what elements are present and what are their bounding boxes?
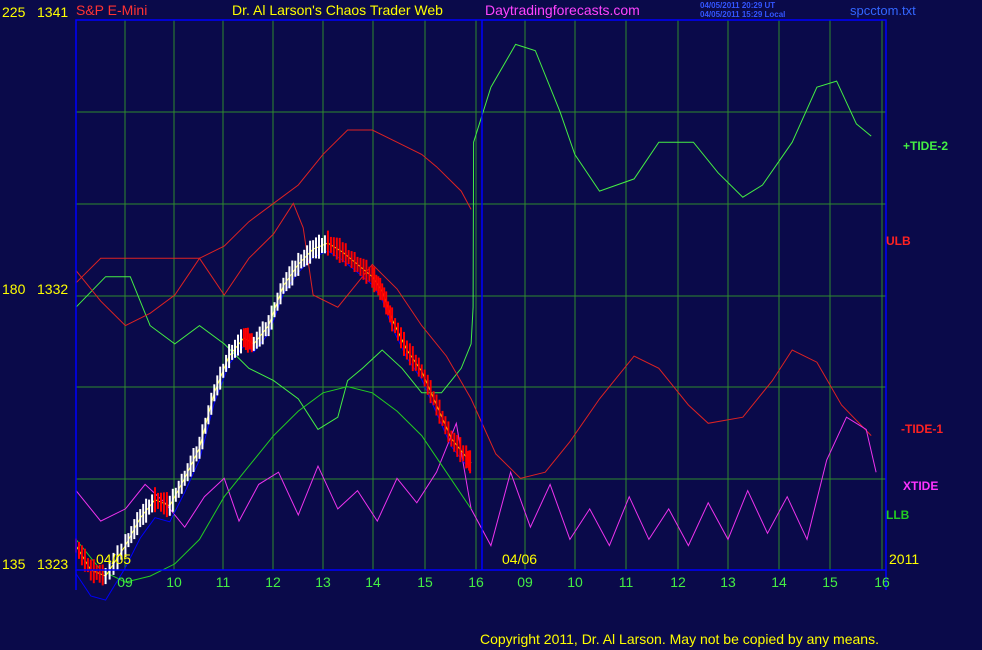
symbol-label: S&P E-Mini — [76, 2, 148, 18]
x-tick-label-14: 15 — [822, 574, 838, 590]
price-bars — [75, 230, 472, 601]
series-line-2 — [75, 202, 872, 479]
chart-frame — [75, 19, 887, 590]
plot-border — [75, 19, 887, 571]
x-tick-label-2: 11 — [216, 574, 231, 590]
x-tick-label-5: 14 — [365, 574, 381, 590]
y-top-price: 1341 — [37, 4, 69, 20]
x-tick-label-7: 16 — [468, 574, 484, 590]
x-tick-label-13: 14 — [771, 574, 787, 590]
series-line-3 — [75, 416, 877, 547]
legend-tide1: -TIDE-1 — [901, 422, 943, 436]
x-tick-label-4: 13 — [315, 574, 331, 590]
chart-title: Dr. Al Larson's Chaos Trader Web — [232, 2, 443, 18]
y-mid-price: 1332 — [37, 281, 69, 297]
date-day2: 04/06 — [502, 551, 538, 567]
legend-llb: LLB — [886, 508, 910, 522]
y-bottom-price: 1323 — [37, 556, 69, 572]
y-bottom-level: 135 — [2, 556, 26, 572]
x-tick-label-3: 12 — [265, 574, 281, 590]
time-local: 04/05/2011 15:29 Local — [700, 10, 786, 19]
x-tick-label-6: 15 — [417, 574, 433, 590]
copyright: Copyright 2011, Dr. Al Larson. May not b… — [480, 631, 879, 647]
legend-ulb: ULB — [886, 234, 911, 248]
date-year: 2011 — [889, 551, 920, 567]
x-tick-label-0: 09 — [117, 574, 133, 590]
legend-tide2: +TIDE-2 — [903, 139, 949, 153]
x-tick-labels: 09 10 11 12 13 14 15 16 09 10 11 12 13 14 15 16 — [117, 574, 890, 590]
time-ut: 04/05/2011 20:29 UT — [700, 1, 776, 10]
series-line-1 — [75, 129, 472, 284]
x-tick-label-9: 10 — [567, 574, 583, 590]
site-label[interactable]: Daytradingforecasts.com — [485, 2, 640, 18]
x-tick-label-8: 09 — [517, 574, 533, 590]
y-mid-level: 180 — [2, 281, 26, 297]
y-top-level: 225 — [2, 4, 26, 20]
series-line-4 — [75, 386, 472, 583]
x-tick-label-12: 13 — [720, 574, 736, 590]
series-layer — [75, 43, 877, 583]
file-label: spcctom.txt — [850, 3, 916, 18]
x-tick-label-11: 12 — [670, 574, 686, 590]
x-tick-label-10: 11 — [619, 574, 634, 590]
legend-xtide: XTIDE — [903, 479, 939, 493]
x-tick-label-1: 10 — [166, 574, 182, 590]
x-tick-label-15: 16 — [874, 574, 890, 590]
date-day1: 04/05 — [96, 551, 132, 567]
